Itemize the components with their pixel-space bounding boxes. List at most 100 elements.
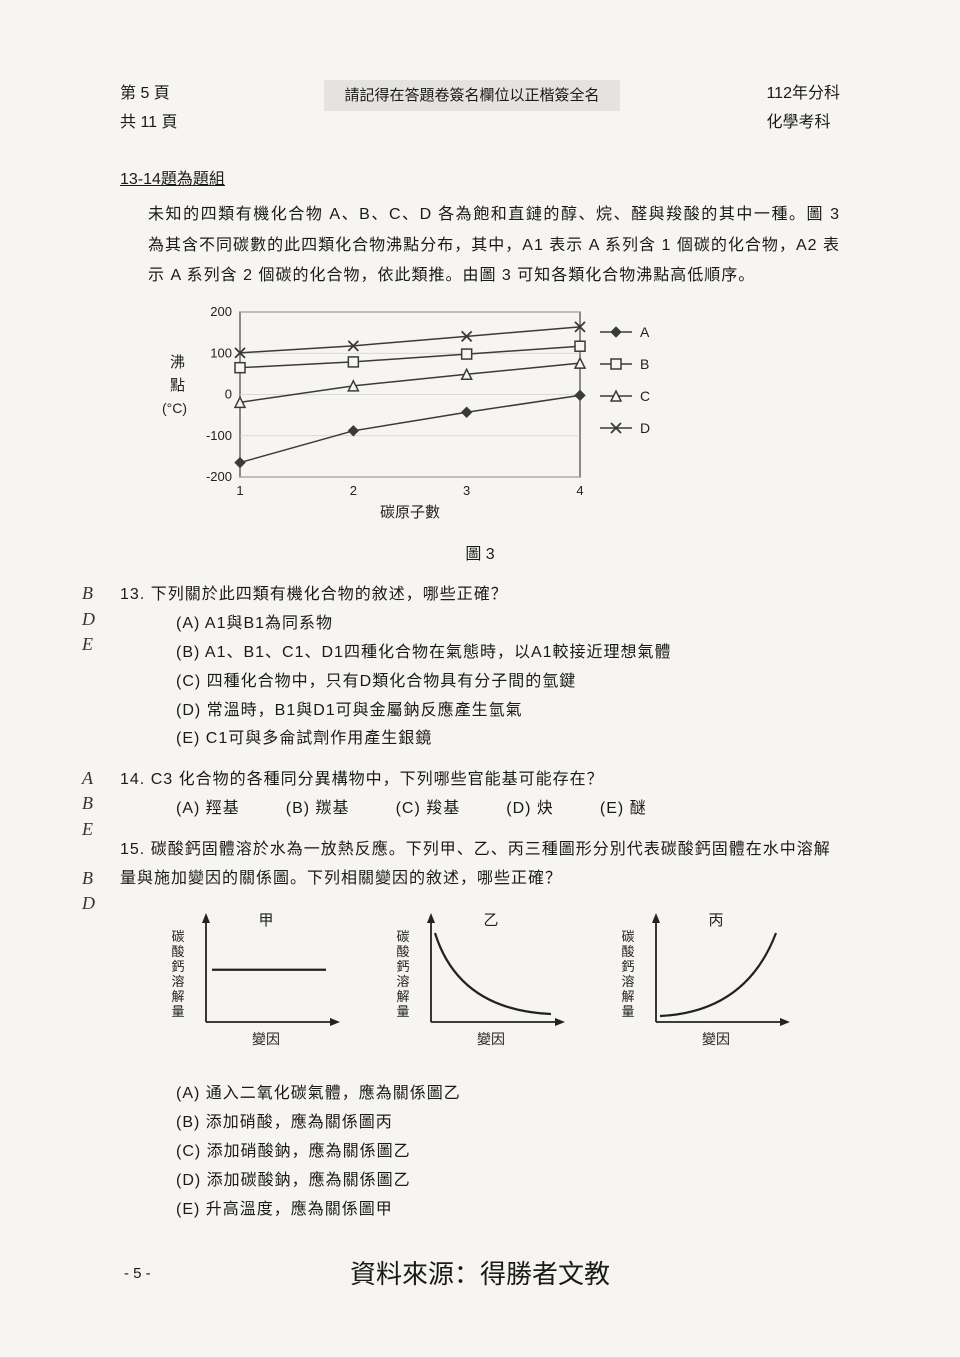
- svg-text:B: B: [640, 356, 649, 372]
- q15-stem: 碳酸鈣固體溶於水為一放熱反應。下列甲、乙、丙三種圖形分別代表碳酸鈣固體在水中溶解…: [120, 841, 831, 887]
- annot-letter: D: [82, 891, 95, 916]
- mini-chart-jia: 碳酸鈣溶解量變因 甲: [160, 907, 350, 1062]
- q14-opt-a: (A) 羥基: [176, 795, 240, 824]
- svg-text:變因: 變因: [702, 1031, 730, 1047]
- question-14: A B E 14. C3 化合物的各種同分異構物中，下列哪些官能基可能存在？ (…: [120, 766, 840, 824]
- page-total: 共 11 頁: [120, 109, 178, 138]
- q14-opt-d: (D) 炔: [506, 795, 554, 824]
- svg-text:碳: 碳: [621, 929, 634, 944]
- annot-letter: A: [82, 766, 93, 791]
- q14-opt-b: (B) 羰基: [286, 795, 350, 824]
- svg-text:溶: 溶: [621, 974, 634, 989]
- figure-3-chart: -200 -100 0 100 200 1 2 3 4 沸點 (°C) 碳原子數 ABCD 圖 3: [120, 302, 840, 570]
- q13-opt-c: (C) 四種化合物中，只有D類化合物具有分子間的氫鍵: [176, 668, 840, 697]
- svg-text:解: 解: [621, 989, 634, 1004]
- svg-text:(°C): (°C): [162, 400, 187, 416]
- svg-text:溶: 溶: [396, 974, 409, 989]
- q13-stem: 下列關於此四類有機化合物的敘述，哪些正確？: [151, 586, 508, 603]
- source-label: 資料來源：得勝者文教: [120, 1252, 840, 1299]
- svg-text:3: 3: [463, 483, 470, 498]
- q14-text: 14. C3 化合物的各種同分異構物中，下列哪些官能基可能存在？: [120, 766, 840, 795]
- annot-letter: E: [82, 817, 93, 842]
- boiling-point-chart: -200 -100 0 100 200 1 2 3 4 沸點 (°C) 碳原子數 ABCD: [120, 302, 680, 537]
- svg-text:變因: 變因: [477, 1031, 505, 1047]
- svg-text:200: 200: [210, 304, 232, 319]
- svg-text:乙: 乙: [483, 912, 498, 929]
- q13-text: 13. 下列關於此四類有機化合物的敘述，哪些正確？: [120, 581, 840, 610]
- svg-text:A: A: [640, 324, 650, 340]
- q15-annotation: B D: [82, 866, 95, 916]
- svg-text:點: 點: [170, 377, 185, 394]
- subject-label: 化學考科: [766, 109, 840, 138]
- q14-annotation: A B E: [82, 766, 93, 842]
- annot-letter: B: [82, 791, 93, 816]
- svg-text:量: 量: [396, 1004, 409, 1019]
- svg-text:量: 量: [621, 1004, 634, 1019]
- annot-letter: B: [82, 581, 95, 606]
- question-group-title: 13-14題為題組: [120, 166, 840, 195]
- page-footer: - 5 -: [124, 1260, 151, 1287]
- year-label: 112年分科: [766, 80, 840, 109]
- annot-letter: B: [82, 866, 95, 891]
- svg-text:鈣: 鈣: [396, 959, 409, 974]
- q15-opt-d: (D) 添加碳酸鈉，應為關係圖乙: [176, 1167, 840, 1196]
- svg-text:酸: 酸: [396, 944, 409, 959]
- svg-text:酸: 酸: [621, 944, 634, 959]
- q15-mini-charts: 碳酸鈣溶解量變因甲 碳酸鈣溶解量變因乙 碳酸鈣溶解量變因丙: [160, 907, 800, 1062]
- svg-text:解: 解: [171, 989, 184, 1004]
- svg-text:D: D: [640, 420, 650, 436]
- q15-text: 15. 碳酸鈣固體溶於水為一放熱反應。下列甲、乙、丙三種圖形分別代表碳酸鈣固體在…: [120, 836, 840, 894]
- header-left: 第 5 頁 共 11 頁: [120, 80, 178, 138]
- q13-opt-d: (D) 常溫時，B1與D1可與金屬鈉反應產生氫氣: [176, 697, 840, 726]
- svg-text:鈣: 鈣: [171, 959, 184, 974]
- svg-text:解: 解: [396, 989, 409, 1004]
- question-13: B D E 13. 下列關於此四類有機化合物的敘述，哪些正確？ (A) A1與B…: [120, 581, 840, 754]
- passage-text: 未知的四類有機化合物 A、B、C、D 各為飽和直鏈的醇、烷、醛與羧酸的其中一種。…: [148, 200, 840, 291]
- svg-text:100: 100: [210, 345, 232, 360]
- q15-opt-b: (B) 添加硝酸，應為關係圖丙: [176, 1109, 840, 1138]
- svg-text:C: C: [640, 388, 650, 404]
- q14-num: 14.: [120, 771, 145, 788]
- svg-text:-100: -100: [206, 427, 232, 442]
- q15-num: 15.: [120, 841, 145, 858]
- question-15: B D 15. 碳酸鈣固體溶於水為一放熱反應。下列甲、乙、丙三種圖形分別代表碳酸…: [120, 836, 840, 1225]
- q13-opt-b: (B) A1、B1、C1、D1四種化合物在氣態時，以A1較接近理想氣體: [176, 639, 840, 668]
- q14-stem: C3 化合物的各種同分異構物中，下列哪些官能基可能存在？: [151, 771, 604, 788]
- q14-opt-c: (C) 羧基: [396, 795, 461, 824]
- q13-num: 13.: [120, 586, 145, 603]
- svg-text:-200: -200: [206, 469, 232, 484]
- svg-text:4: 4: [576, 483, 583, 498]
- svg-text:酸: 酸: [171, 944, 184, 959]
- page-header: 第 5 頁 共 11 頁 請記得在答題卷簽名欄位以正楷簽全名 112年分科 化學…: [120, 80, 840, 138]
- svg-text:碳原子數: 碳原子數: [380, 504, 440, 521]
- q15-opt-e: (E) 升高溫度，應為關係圖甲: [176, 1196, 840, 1225]
- svg-text:鈣: 鈣: [621, 959, 634, 974]
- annot-letter: E: [82, 632, 95, 657]
- svg-text:量: 量: [171, 1004, 184, 1019]
- mini-chart-yi: 碳酸鈣溶解量變因 乙: [385, 907, 575, 1062]
- svg-text:溶: 溶: [171, 974, 184, 989]
- svg-text:變因: 變因: [252, 1031, 280, 1047]
- svg-text:0: 0: [225, 386, 232, 401]
- svg-text:1: 1: [236, 483, 243, 498]
- q15-opt-c: (C) 添加硝酸鈉，應為關係圖乙: [176, 1138, 840, 1167]
- svg-text:丙: 丙: [708, 912, 723, 929]
- q14-options: (A) 羥基 (B) 羰基 (C) 羧基 (D) 炔 (E) 醚: [176, 795, 840, 824]
- q13-opt-e: (E) C1可與多侖試劑作用產生銀鏡: [176, 725, 840, 754]
- q14-opt-e: (E) 醚: [600, 795, 647, 824]
- header-center: 請記得在答題卷簽名欄位以正楷簽全名: [324, 80, 619, 111]
- q13-annotation: B D E: [82, 581, 95, 657]
- svg-text:2: 2: [350, 483, 357, 498]
- q15-opt-a: (A) 通入二氧化碳氣體，應為關係圖乙: [176, 1080, 840, 1109]
- annot-letter: D: [82, 607, 95, 632]
- svg-text:甲: 甲: [258, 912, 273, 929]
- figure-3-caption: 圖 3: [120, 541, 840, 570]
- svg-text:碳: 碳: [396, 929, 409, 944]
- page-current: 第 5 頁: [120, 80, 178, 109]
- svg-text:碳: 碳: [171, 929, 184, 944]
- q15-options: (A) 通入二氧化碳氣體，應為關係圖乙 (B) 添加硝酸，應為關係圖丙 (C) …: [176, 1080, 840, 1224]
- header-right: 112年分科 化學考科: [766, 80, 840, 138]
- q13-opt-a: (A) A1與B1為同系物: [176, 610, 840, 639]
- svg-text:沸: 沸: [170, 354, 185, 371]
- q13-options: (A) A1與B1為同系物 (B) A1、B1、C1、D1四種化合物在氣態時，以…: [176, 610, 840, 754]
